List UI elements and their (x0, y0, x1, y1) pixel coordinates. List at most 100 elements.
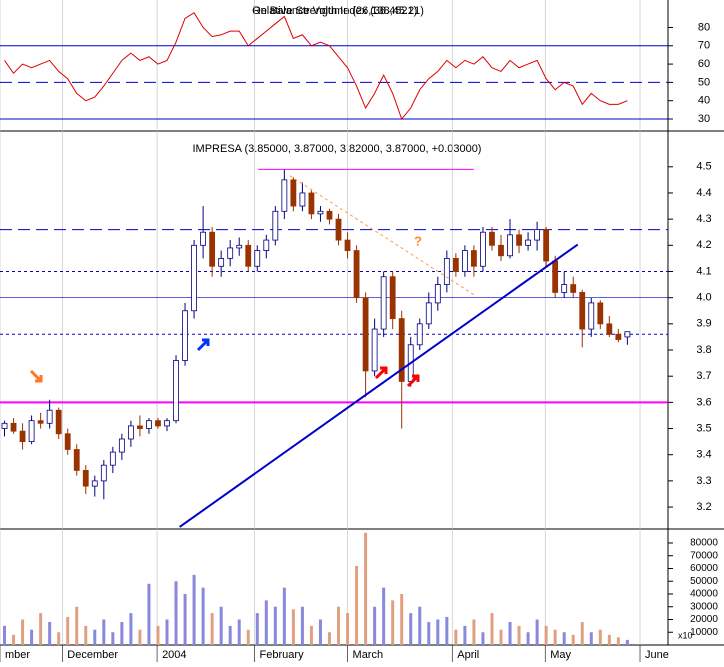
volume-bar (517, 625, 521, 645)
candle-body (118, 438, 125, 453)
candle-body (209, 231, 216, 267)
volume-bar (219, 606, 223, 645)
rsi-tick-label: 70 (698, 40, 710, 52)
volume-tick-label: 80000 (690, 538, 718, 549)
volume-bar (102, 619, 106, 645)
candle-body (380, 276, 387, 330)
candle-body (218, 258, 225, 267)
candle-body (55, 409, 62, 435)
price-tick-label: 4.0 (696, 292, 711, 304)
candle-body (624, 331, 631, 338)
candle-body (425, 302, 432, 325)
candle-body (82, 470, 89, 487)
candle-body (91, 480, 98, 487)
volume-bar (625, 639, 629, 645)
candle-body (317, 210, 324, 215)
candle-body (299, 192, 306, 207)
volume-bar (309, 625, 313, 645)
price-tick-label: 4.5 (696, 161, 711, 173)
trend-line (289, 175, 476, 296)
volume-bar (382, 587, 386, 645)
arrow (374, 366, 388, 380)
volume-bar (553, 629, 557, 645)
volume-bar (598, 629, 602, 645)
price-tick-label: 4.3 (696, 213, 711, 225)
volume-bar (93, 629, 97, 645)
candle-body (615, 333, 622, 340)
volume-bar (607, 634, 611, 645)
rsi-tick-label: 60 (698, 58, 710, 70)
candle-body (281, 179, 288, 212)
volume-bar (48, 622, 52, 645)
volume-bar (526, 632, 530, 645)
candle-body (19, 430, 26, 443)
x-tick-label: June (645, 649, 669, 661)
price-tick-label: 3.8 (696, 344, 711, 356)
candle-body (10, 422, 17, 432)
candle-body (552, 260, 559, 293)
volume-bar (291, 609, 295, 645)
volume-bar (237, 619, 241, 645)
volume-bar (436, 619, 440, 645)
candle-body (389, 276, 396, 320)
volume-bar (273, 606, 277, 645)
volume-bar (535, 619, 539, 645)
candle-body (480, 231, 486, 267)
volume-bar (571, 634, 575, 645)
price-tick-label: 4.4 (696, 187, 711, 199)
candle-body (127, 425, 134, 440)
candle-body (182, 310, 188, 361)
indicator-title: On Balance Volume (26,138,45.21) (252, 5, 424, 17)
volume-tick-label: 20000 (690, 614, 718, 625)
volume-bar (544, 625, 548, 645)
volume-tick-label: 60000 (690, 563, 718, 574)
candle-body (398, 318, 405, 382)
volume-bar (490, 613, 494, 645)
rsi-line (4, 12, 628, 121)
volume-bar (481, 632, 485, 645)
volume-bar (409, 613, 413, 645)
candle-body (236, 244, 243, 249)
candle-body (164, 420, 170, 427)
rsi-tick-label: 40 (698, 95, 710, 107)
candle-body (308, 192, 315, 215)
volume-bar (255, 613, 259, 645)
volume-bar (337, 606, 341, 645)
candle-body (46, 409, 53, 424)
candle-body (100, 464, 107, 482)
candle-body (362, 297, 369, 372)
candle-body (434, 284, 441, 304)
candle-body (371, 328, 378, 372)
volume-bar (427, 622, 431, 645)
rsi-tick-label: 50 (698, 76, 710, 88)
candle-body (155, 420, 161, 427)
candle-body (498, 244, 504, 257)
candle-body (588, 302, 595, 330)
candle-body (146, 420, 152, 429)
candle-body (416, 323, 423, 346)
volume-bar (373, 606, 377, 645)
candle-body (73, 449, 80, 471)
volume-bar (201, 587, 205, 645)
candle-body (534, 229, 541, 241)
price-tick-label: 3.4 (696, 449, 711, 461)
volume-bar (111, 632, 115, 645)
annotations: ? (29, 233, 422, 388)
price-tick-label: 3.3 (696, 475, 711, 487)
candle-body (272, 210, 279, 241)
x-tick-label: March (353, 649, 384, 661)
volume-bar (57, 632, 61, 645)
volume-tick-label: 30000 (690, 601, 718, 612)
volume-bar (463, 625, 467, 645)
volume-bar (66, 616, 70, 645)
candle-body (489, 231, 495, 246)
candle-body (37, 420, 44, 424)
volume-bar (346, 613, 350, 645)
indicator-title: Relative Strength Index (38.4521) (253, 5, 418, 17)
volume-bar (508, 622, 512, 645)
candle-body (290, 179, 297, 207)
volume-bar (156, 625, 160, 645)
trend-line (179, 243, 579, 528)
